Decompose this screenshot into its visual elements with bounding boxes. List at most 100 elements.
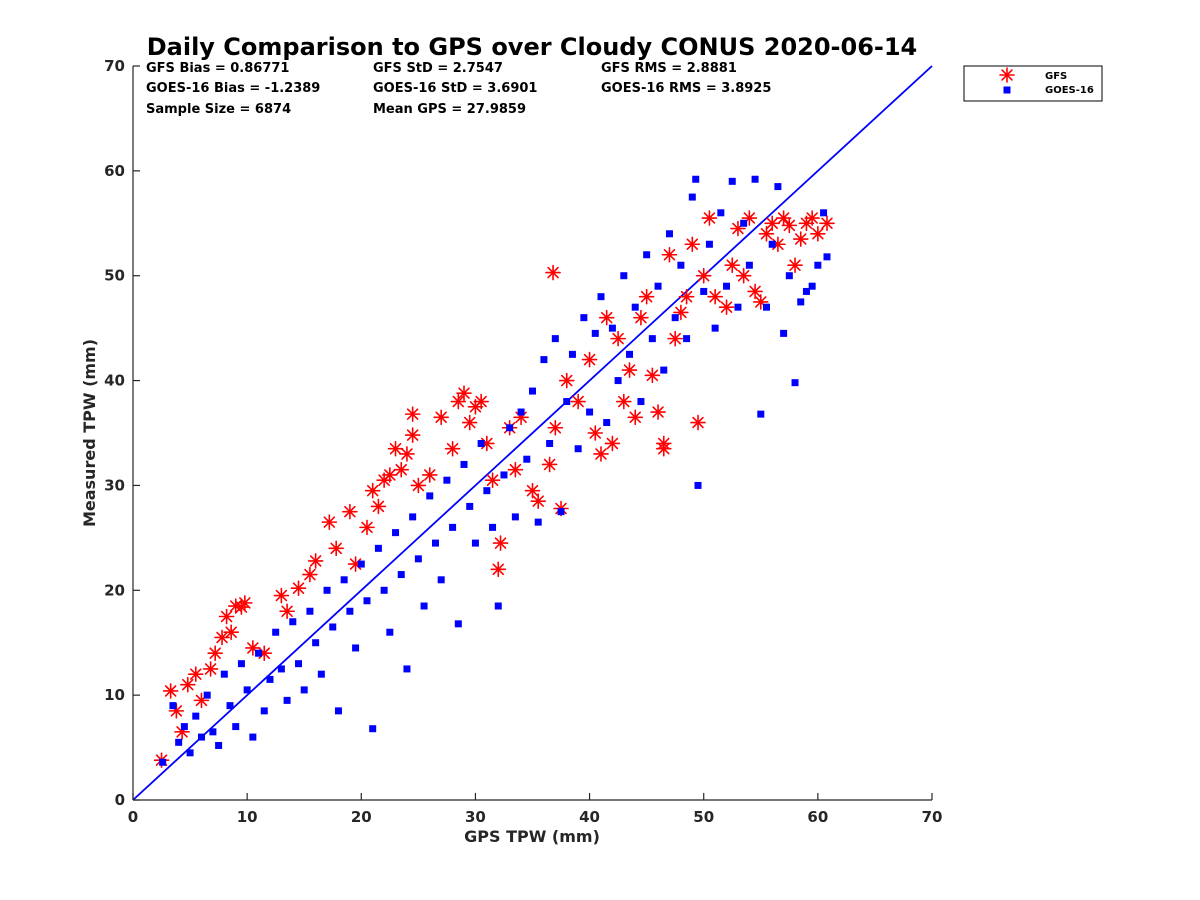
goes16-point xyxy=(232,723,240,731)
gfs-point xyxy=(207,645,223,662)
gfs-point xyxy=(328,540,344,557)
goes16-point xyxy=(546,439,554,447)
goes16-point xyxy=(620,272,628,280)
goes16-point xyxy=(340,576,348,584)
goes16-point xyxy=(534,518,542,526)
stats-annotation: GFS Bias = 0.86771 GFS StD = 2.7547 GFS … xyxy=(146,61,771,117)
goes16-point xyxy=(209,728,217,736)
y-tick-label: 10 xyxy=(104,686,125,704)
y-tick-label: 0 xyxy=(115,791,125,809)
goes16-point xyxy=(197,733,205,741)
gfs-point xyxy=(627,409,644,426)
goes16-point xyxy=(237,660,245,668)
gfs-point xyxy=(342,503,358,520)
goes16-point xyxy=(489,523,497,531)
goes16-point xyxy=(420,602,428,610)
goes16-point xyxy=(768,240,776,248)
y-tick-label: 50 xyxy=(104,267,125,285)
goes16-point xyxy=(654,282,662,290)
goes16-point xyxy=(728,177,736,185)
gfs-point xyxy=(399,446,415,462)
goes16-point xyxy=(802,287,810,295)
goes16-point xyxy=(392,529,400,537)
goes16-point xyxy=(357,560,365,568)
goes16-point xyxy=(785,272,793,280)
goes16-point xyxy=(283,696,291,704)
gfs-point xyxy=(545,264,561,281)
goes16-point xyxy=(523,455,531,463)
gfs-point xyxy=(321,514,338,530)
y-tick-label: 70 xyxy=(104,57,125,75)
goes16-point xyxy=(823,253,831,261)
goes16-point xyxy=(740,219,748,227)
goes16-point xyxy=(705,240,713,248)
legend-gfs-label: GFS xyxy=(1045,71,1067,82)
goes16-point xyxy=(637,398,645,406)
gfs-point xyxy=(547,419,564,436)
goes16-point xyxy=(317,670,325,678)
stat-sample-size: Sample Size = 6874 xyxy=(146,102,291,117)
goes16-point xyxy=(665,230,673,238)
y-tick-label: 60 xyxy=(104,162,125,180)
gfs-point xyxy=(387,440,404,457)
gfs-point xyxy=(541,456,558,473)
goes16-point xyxy=(648,335,656,343)
gfs-point xyxy=(461,414,478,431)
goes16-point xyxy=(243,686,251,694)
goes16-point xyxy=(414,555,422,563)
goes16-point xyxy=(500,471,508,479)
goes16-point xyxy=(409,513,417,521)
legend-gfs-marker xyxy=(999,67,1015,83)
goes16-point xyxy=(226,702,234,710)
gfs-point xyxy=(179,676,196,693)
goes16-point xyxy=(597,293,605,301)
reference-line xyxy=(132,65,933,801)
gfs-point xyxy=(490,561,507,578)
goes16-point xyxy=(529,387,536,395)
goes16-point xyxy=(511,513,519,521)
gfs-point xyxy=(690,414,706,431)
goes16-point xyxy=(295,660,303,668)
gfs-point xyxy=(616,393,632,410)
gfs-point xyxy=(307,553,324,569)
gfs-point xyxy=(678,288,695,305)
goes16-point xyxy=(574,445,582,453)
gfs-point xyxy=(604,435,621,452)
gfs-point xyxy=(718,299,735,315)
goes16-point xyxy=(169,702,177,710)
x-tick-label: 0 xyxy=(128,808,138,826)
gfs-point xyxy=(638,288,655,305)
legend-box xyxy=(963,65,1103,102)
goes16-point xyxy=(255,649,263,657)
goes16-point xyxy=(277,665,285,673)
goes16-point xyxy=(643,251,651,259)
reference-line-layer xyxy=(132,65,933,801)
goes16-point xyxy=(671,314,679,322)
gfs-point xyxy=(775,210,792,226)
goes16-point xyxy=(346,607,354,615)
x-tick-label: 60 xyxy=(807,808,828,826)
goes16-point xyxy=(683,335,691,343)
x-tick-label: 10 xyxy=(237,808,258,826)
gfs-point xyxy=(484,472,501,488)
goes16-point xyxy=(557,508,565,516)
gfs-point xyxy=(633,309,649,326)
gfs-point xyxy=(404,406,421,422)
x-tick-label: 20 xyxy=(351,808,372,826)
y-tick-label: 40 xyxy=(104,372,125,390)
goes16-point xyxy=(386,628,394,636)
gfs-point xyxy=(735,267,752,284)
gfs-series xyxy=(153,210,835,768)
stat-mean-gps: Mean GPS = 27.9859 xyxy=(373,102,526,117)
gfs-point xyxy=(507,461,524,478)
gfs-point xyxy=(819,215,835,232)
goes16-point xyxy=(437,576,445,584)
goes16-point xyxy=(626,350,634,358)
goes16-point xyxy=(306,607,314,615)
goes16-point xyxy=(159,758,167,766)
gfs-point xyxy=(570,393,586,410)
gfs-point xyxy=(364,482,381,499)
goes16-point xyxy=(312,639,320,647)
goes16-point xyxy=(175,738,183,746)
